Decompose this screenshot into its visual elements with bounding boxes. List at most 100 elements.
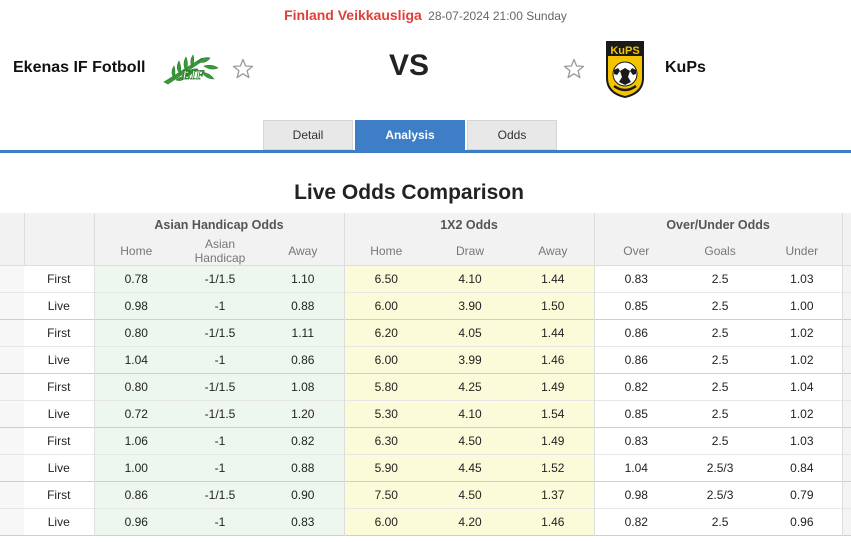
table-row[interactable]: First 0.78 -1/1.5 1.10 6.50 4.10 1.44 0.83 2.5 1.… (0, 265, 851, 293)
ou-under-odds[interactable]: 1.03 (762, 265, 843, 293)
x12-draw-odds[interactable]: 3.99 (428, 346, 513, 374)
ou-over-odds[interactable]: 0.83 (593, 427, 679, 455)
x12-home-odds[interactable]: 5.80 (343, 373, 429, 401)
away-team-name[interactable]: KuPs (665, 59, 706, 76)
scrollbar-track[interactable] (841, 481, 851, 509)
scrollbar-track[interactable] (841, 400, 851, 428)
ah-home-odds[interactable]: 0.96 (93, 508, 178, 536)
ou-under-odds[interactable]: 1.02 (762, 400, 843, 428)
ou-under-odds[interactable]: 1.04 (762, 373, 843, 401)
x12-home-odds[interactable]: 6.00 (343, 508, 429, 536)
ou-over-odds[interactable]: 0.82 (593, 508, 679, 536)
ah-handicap[interactable]: -1 (178, 346, 262, 374)
scrollbar-track[interactable] (841, 346, 851, 374)
x12-draw-odds[interactable]: 4.45 (428, 454, 513, 482)
scrollbar-track[interactable] (841, 292, 851, 320)
ah-handicap[interactable]: -1 (178, 292, 262, 320)
ou-under-odds[interactable]: 1.03 (762, 427, 843, 455)
ou-over-odds[interactable]: 0.85 (593, 292, 679, 320)
ah-handicap[interactable]: -1/1.5 (178, 400, 262, 428)
scrollbar-track[interactable] (841, 237, 851, 266)
ou-goals[interactable]: 2.5 (678, 265, 763, 293)
x12-away-odds[interactable]: 1.50 (512, 292, 595, 320)
ou-under-odds[interactable]: 0.84 (762, 454, 843, 482)
x12-home-odds[interactable]: 6.20 (343, 319, 429, 347)
ou-goals[interactable]: 2.5/3 (678, 454, 763, 482)
scrollbar-track[interactable] (841, 319, 851, 347)
x12-away-odds[interactable]: 1.46 (512, 346, 595, 374)
ou-goals[interactable]: 2.5 (678, 508, 763, 536)
ou-goals[interactable]: 2.5 (678, 427, 763, 455)
scrollbar-track[interactable] (841, 265, 851, 293)
ou-goals[interactable]: 2.5 (678, 373, 763, 401)
x12-away-odds[interactable]: 1.37 (512, 481, 595, 509)
ah-away-odds[interactable]: 1.08 (262, 373, 345, 401)
ou-under-odds[interactable]: 1.00 (762, 292, 843, 320)
scrollbar-track[interactable] (841, 454, 851, 482)
ou-over-odds[interactable]: 0.82 (593, 373, 679, 401)
ah-home-odds[interactable]: 0.72 (93, 400, 178, 428)
x12-draw-odds[interactable]: 4.05 (428, 319, 513, 347)
ou-under-odds[interactable]: 0.96 (762, 508, 843, 536)
ah-home-odds[interactable]: 0.86 (93, 481, 178, 509)
x12-draw-odds[interactable]: 4.50 (428, 481, 513, 509)
table-row[interactable]: Live 1.04 -1 0.86 6.00 3.99 1.46 0.86 2.5 1.02 (0, 346, 851, 374)
ou-over-odds[interactable]: 0.83 (593, 265, 679, 293)
favorite-star-icon[interactable] (231, 57, 255, 81)
ah-away-odds[interactable]: 0.83 (262, 508, 345, 536)
table-row[interactable]: First 1.06 -1 0.82 6.30 4.50 1.49 0.83 2.5 1.03 (0, 427, 851, 455)
ah-home-odds[interactable]: 0.98 (93, 292, 178, 320)
ah-away-odds[interactable]: 0.86 (262, 346, 345, 374)
ou-goals[interactable]: 2.5 (678, 400, 763, 428)
ah-handicap[interactable]: -1/1.5 (178, 373, 262, 401)
table-row[interactable]: Live 0.96 -1 0.83 6.00 4.20 1.46 0.82 2.5 0.96 (0, 508, 851, 536)
ah-handicap[interactable]: -1 (178, 508, 262, 536)
ah-home-odds[interactable]: 1.00 (93, 454, 178, 482)
ah-home-odds[interactable]: 0.80 (93, 319, 178, 347)
ah-handicap[interactable]: -1 (178, 454, 262, 482)
x12-away-odds[interactable]: 1.49 (512, 427, 595, 455)
ah-handicap[interactable]: -1/1.5 (178, 265, 262, 293)
ah-home-odds[interactable]: 1.04 (93, 346, 178, 374)
table-row[interactable]: First 0.80 -1/1.5 1.08 5.80 4.25 1.49 0.82 2.5 1.… (0, 373, 851, 401)
x12-draw-odds[interactable]: 4.20 (428, 508, 513, 536)
ah-away-odds[interactable]: 0.88 (262, 292, 345, 320)
favorite-star-icon[interactable] (562, 57, 586, 81)
x12-away-odds[interactable]: 1.49 (512, 373, 595, 401)
ou-under-odds[interactable]: 1.02 (762, 319, 843, 347)
ah-away-odds[interactable]: 1.11 (262, 319, 345, 347)
x12-away-odds[interactable]: 1.54 (512, 400, 595, 428)
x12-draw-odds[interactable]: 3.90 (428, 292, 513, 320)
ah-handicap[interactable]: -1/1.5 (178, 481, 262, 509)
table-row[interactable]: Live 0.98 -1 0.88 6.00 3.90 1.50 0.85 2.5 1.00 (0, 292, 851, 320)
table-row[interactable]: Live 0.72 -1/1.5 1.20 5.30 4.10 1.54 0.85 2.5 1.0… (0, 400, 851, 428)
ah-home-odds[interactable]: 0.78 (93, 265, 178, 293)
x12-home-odds[interactable]: 6.00 (343, 292, 429, 320)
x12-home-odds[interactable]: 6.30 (343, 427, 429, 455)
tab-detail[interactable]: Detail (263, 120, 353, 150)
x12-draw-odds[interactable]: 4.50 (428, 427, 513, 455)
ah-handicap[interactable]: -1 (178, 427, 262, 455)
scrollbar-track[interactable] (841, 213, 851, 237)
ah-home-odds[interactable]: 0.80 (93, 373, 178, 401)
x12-away-odds[interactable]: 1.44 (512, 319, 595, 347)
scrollbar-track[interactable] (841, 508, 851, 536)
x12-away-odds[interactable]: 1.46 (512, 508, 595, 536)
ou-goals[interactable]: 2.5/3 (678, 481, 763, 509)
x12-draw-odds[interactable]: 4.25 (428, 373, 513, 401)
ah-away-odds[interactable]: 0.82 (262, 427, 345, 455)
x12-draw-odds[interactable]: 4.10 (428, 400, 513, 428)
ou-goals[interactable]: 2.5 (678, 319, 763, 347)
table-row[interactable]: First 0.80 -1/1.5 1.11 6.20 4.05 1.44 0.86 2.5 1.… (0, 319, 851, 347)
tab-odds[interactable]: Odds (467, 120, 557, 150)
league-name[interactable]: Finland Veikkausliga (284, 7, 422, 23)
ah-away-odds[interactable]: 1.10 (262, 265, 345, 293)
ou-under-odds[interactable]: 1.02 (762, 346, 843, 374)
x12-draw-odds[interactable]: 4.10 (428, 265, 513, 293)
ah-home-odds[interactable]: 1.06 (93, 427, 178, 455)
scrollbar-track[interactable] (841, 427, 851, 455)
ou-over-odds[interactable]: 1.04 (593, 454, 679, 482)
table-row[interactable]: First 0.86 -1/1.5 0.90 7.50 4.50 1.37 0.98 2.5/3… (0, 481, 851, 509)
ah-away-odds[interactable]: 0.88 (262, 454, 345, 482)
ou-over-odds[interactable]: 0.98 (593, 481, 679, 509)
